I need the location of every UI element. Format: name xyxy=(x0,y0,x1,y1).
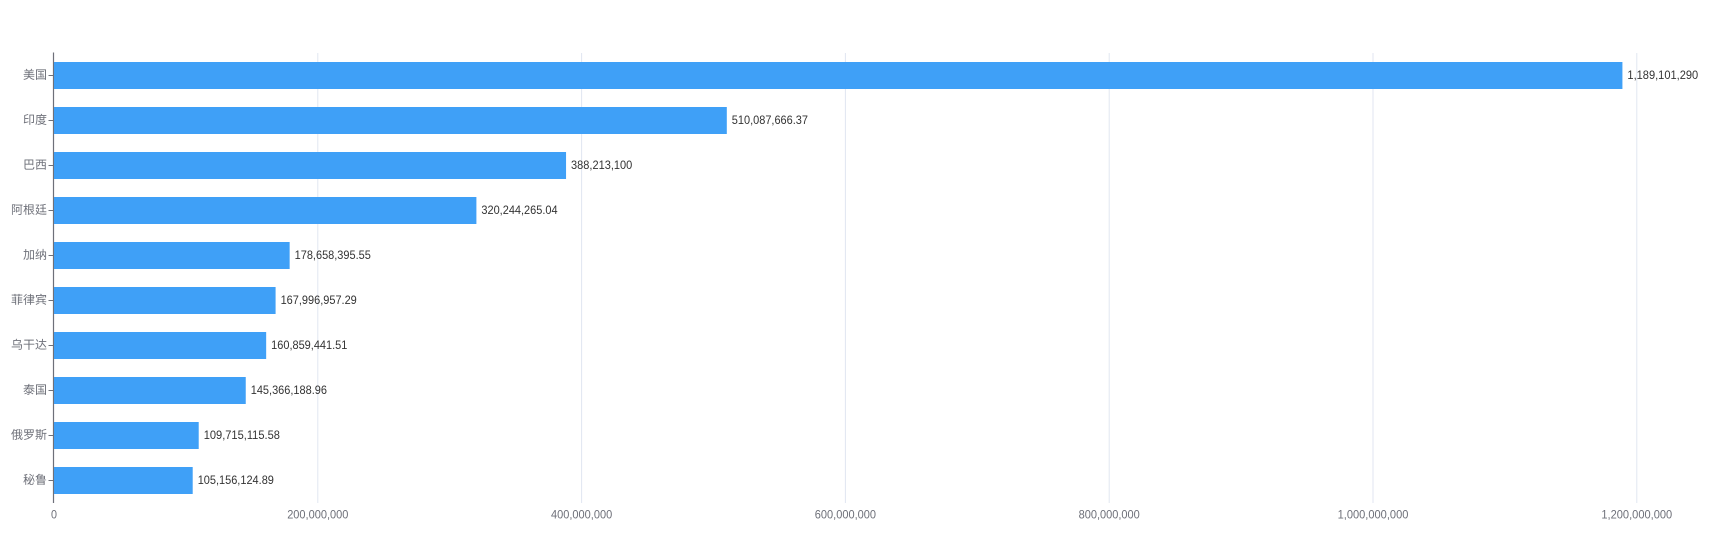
svg-text:400,000,000: 400,000,000 xyxy=(551,508,612,522)
svg-text:200,000,000: 200,000,000 xyxy=(287,508,348,522)
svg-text:600,000,000: 600,000,000 xyxy=(815,508,876,522)
svg-text:388,213,100: 388,213,100 xyxy=(571,158,632,172)
svg-text:0: 0 xyxy=(51,508,57,522)
svg-text:145,366,188.96: 145,366,188.96 xyxy=(251,383,327,397)
svg-text:178,658,395.55: 178,658,395.55 xyxy=(295,248,371,262)
svg-text:1,000,000,000: 1,000,000,000 xyxy=(1338,508,1409,522)
svg-text:1,200,000,000: 1,200,000,000 xyxy=(1601,508,1672,522)
svg-text:167,996,957.29: 167,996,957.29 xyxy=(281,293,357,307)
svg-text:160,859,441.51: 160,859,441.51 xyxy=(271,338,347,352)
svg-text:510,087,666.37: 510,087,666.37 xyxy=(732,113,808,127)
svg-text:1,189,101,290: 1,189,101,290 xyxy=(1627,68,1698,82)
svg-text:320,244,265.04: 320,244,265.04 xyxy=(481,203,557,217)
svg-text:105,156,124.89: 105,156,124.89 xyxy=(198,473,274,487)
svg-text:800,000,000: 800,000,000 xyxy=(1079,508,1140,522)
svg-text:109,715,115.58: 109,715,115.58 xyxy=(204,428,280,442)
